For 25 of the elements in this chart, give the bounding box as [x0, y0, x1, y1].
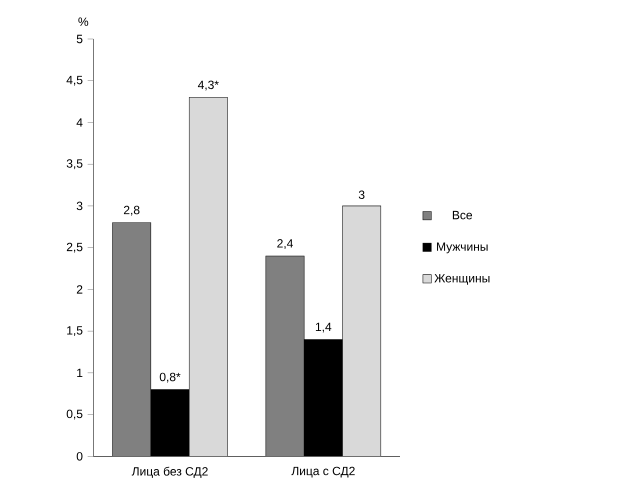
data-label: 2,4: [277, 239, 293, 250]
y-tick-label: 1: [77, 368, 82, 377]
legend-label: Все: [452, 210, 472, 220]
bar: [266, 256, 304, 456]
data-label: 4,3*: [198, 80, 219, 90]
y-axis-title: %: [78, 18, 88, 26]
legend-label: Женщины: [434, 274, 490, 285]
x-tick-label: Лица без СД2: [132, 466, 208, 478]
y-tick-label: 0,5: [66, 410, 82, 420]
y-tick-label: 5: [76, 34, 82, 44]
y-tick-label: 4: [76, 118, 83, 127]
y-tick-label: 3: [76, 202, 82, 210]
data-label: 1,4: [316, 322, 332, 333]
y-tick-label: 3,5: [66, 159, 82, 170]
legend-label: Мужчины: [437, 242, 488, 254]
data-label: 2,8: [124, 206, 140, 216]
x-tick-label: Лица с СД2: [291, 466, 355, 478]
data-label: 0,8*: [160, 372, 180, 383]
y-tick-label: 1,5: [67, 326, 82, 336]
y-tick-label: 2: [76, 285, 82, 294]
y-tick-label: 2,5: [66, 242, 82, 253]
bar: [112, 222, 151, 456]
y-tick-label: 0: [76, 452, 82, 461]
y-tick-label: 4,5: [66, 76, 82, 86]
data-label: 3: [358, 190, 364, 199]
